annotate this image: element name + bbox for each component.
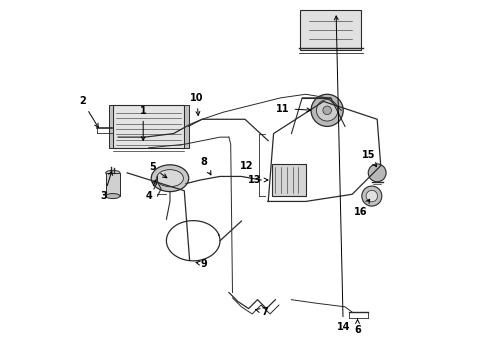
Bar xyxy=(184,105,189,148)
Bar xyxy=(113,105,184,148)
Circle shape xyxy=(323,106,331,114)
Text: 11: 11 xyxy=(276,104,311,113)
Bar xyxy=(109,105,113,148)
Bar xyxy=(272,164,306,196)
Text: 12: 12 xyxy=(240,161,253,171)
Text: 3: 3 xyxy=(101,171,112,201)
Circle shape xyxy=(317,100,338,121)
Text: 9: 9 xyxy=(196,259,207,269)
Text: 1: 1 xyxy=(140,106,147,140)
Circle shape xyxy=(366,190,377,202)
Text: 14: 14 xyxy=(334,16,350,332)
Text: 15: 15 xyxy=(362,150,376,167)
Text: 5: 5 xyxy=(149,162,167,178)
Text: 10: 10 xyxy=(190,93,203,116)
Text: 8: 8 xyxy=(200,157,211,175)
Ellipse shape xyxy=(106,194,120,199)
Circle shape xyxy=(311,94,343,126)
Ellipse shape xyxy=(151,165,189,192)
Text: 7: 7 xyxy=(255,307,268,317)
Ellipse shape xyxy=(157,170,183,187)
FancyBboxPatch shape xyxy=(300,10,361,50)
Text: 4: 4 xyxy=(146,180,156,201)
Text: 16: 16 xyxy=(354,199,369,217)
Ellipse shape xyxy=(106,170,120,175)
Circle shape xyxy=(368,164,386,182)
Text: 6: 6 xyxy=(354,319,361,335)
Bar xyxy=(106,173,120,196)
Text: 2: 2 xyxy=(79,96,98,127)
Circle shape xyxy=(362,186,382,206)
Text: 13: 13 xyxy=(247,175,268,185)
